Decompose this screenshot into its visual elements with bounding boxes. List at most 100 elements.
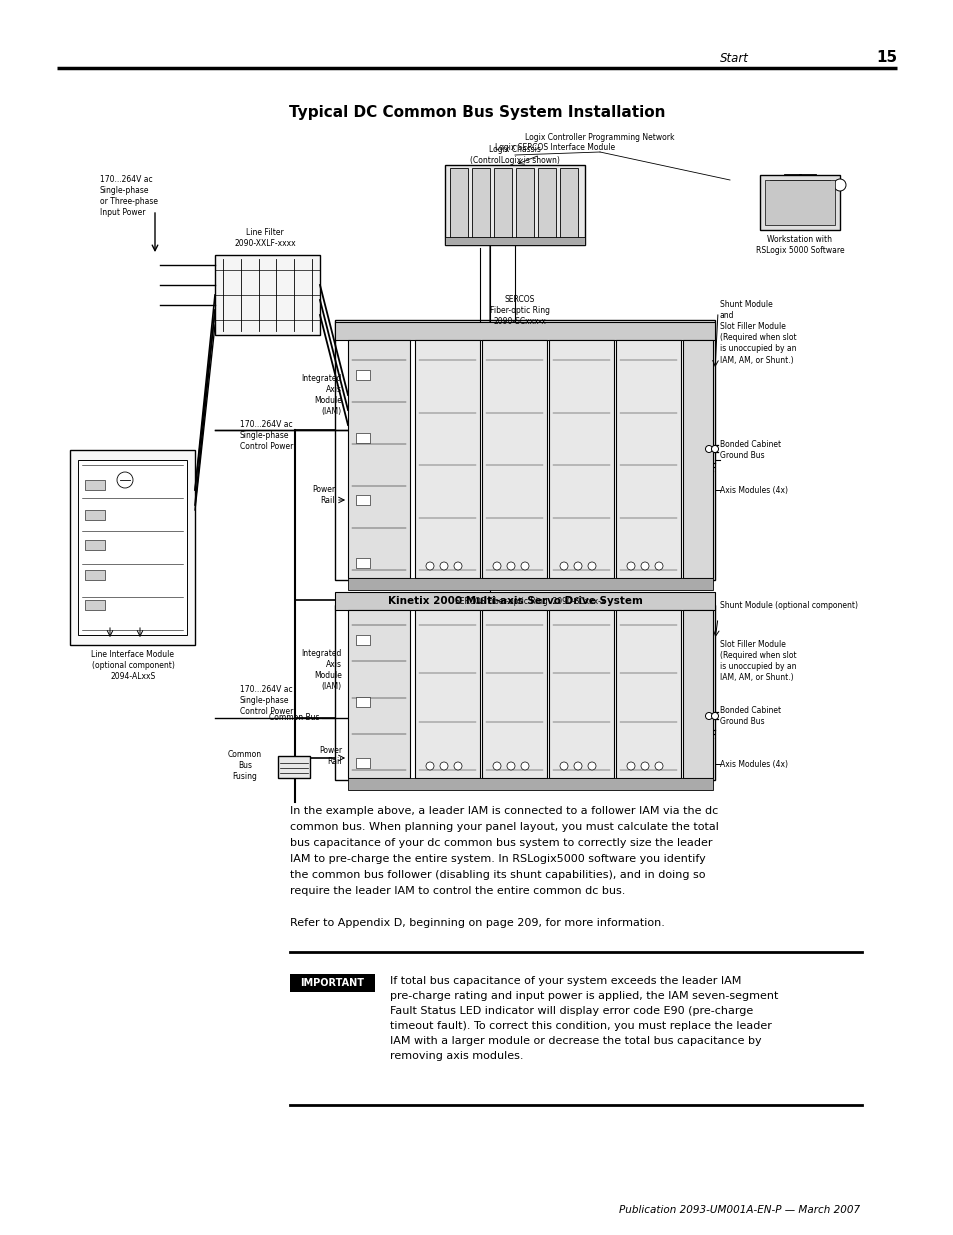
Bar	[472, 168, 490, 242]
Bar	[548, 610, 614, 778]
Text: Slot Filler Module
(Required when slot
is unoccupied by an
IAM, AM, or Shunt.): Slot Filler Module (Required when slot i…	[720, 640, 796, 682]
Text: 170...264V ac
Single-phase
Control Power: 170...264V ac Single-phase Control Power	[240, 420, 294, 451]
Bar	[355, 495, 370, 505]
Bar	[682, 340, 712, 578]
Bar	[214, 254, 319, 335]
Text: SERCOS Fiber-optic Ring  2090-SCxxx-x: SERCOS Fiber-optic Ring 2090-SCxxx-x	[455, 597, 604, 606]
Text: Line Filter
2090-XXLF-xxxx: Line Filter 2090-XXLF-xxxx	[233, 228, 295, 248]
Bar	[277, 756, 310, 778]
Bar	[559, 168, 578, 242]
Bar	[616, 610, 680, 778]
Bar	[355, 758, 370, 768]
Text: Start: Start	[720, 52, 748, 64]
Circle shape	[705, 446, 712, 452]
Bar	[355, 370, 370, 380]
Circle shape	[117, 472, 132, 488]
Text: Refer to Appendix D, beginning on page 209, for more information.: Refer to Appendix D, beginning on page 2…	[290, 918, 664, 927]
Text: Power
Rail: Power Rail	[312, 485, 335, 505]
Circle shape	[454, 762, 461, 769]
Bar	[444, 237, 584, 245]
Bar	[85, 480, 105, 490]
Text: In the example above, a leader IAM is connected to a follower IAM via the dc: In the example above, a leader IAM is co…	[290, 806, 718, 816]
Circle shape	[833, 179, 845, 191]
Bar	[85, 510, 105, 520]
Text: Common Bus: Common Bus	[269, 714, 319, 722]
Text: Fault Status LED indicator will display error code E90 (pre-charge: Fault Status LED indicator will display …	[390, 1007, 753, 1016]
Circle shape	[493, 762, 500, 769]
Text: Line Interface Module
(optional component)
2094-ALxxS: Line Interface Module (optional componen…	[91, 650, 174, 682]
Bar	[537, 168, 556, 242]
Text: Bonded Cabinet
Ground Bus: Bonded Cabinet Ground Bus	[720, 706, 781, 726]
Bar	[290, 974, 375, 992]
Bar	[85, 540, 105, 550]
Bar	[415, 610, 479, 778]
Text: Common
Bus
Fusing: Common Bus Fusing	[228, 750, 262, 782]
Text: Logix SERCOS Interface Module: Logix SERCOS Interface Module	[495, 143, 615, 152]
Bar	[348, 610, 410, 778]
Circle shape	[711, 446, 718, 452]
Text: Bonded Cabinet
Ground Bus: Bonded Cabinet Ground Bus	[720, 440, 781, 461]
Circle shape	[655, 762, 662, 769]
Circle shape	[493, 562, 500, 571]
Circle shape	[626, 562, 635, 571]
Circle shape	[559, 562, 567, 571]
Circle shape	[426, 762, 434, 769]
Text: 170...264V ac
Single-phase
or Three-phase
Input Power: 170...264V ac Single-phase or Three-phas…	[100, 175, 158, 217]
Bar	[682, 610, 712, 778]
Text: Kinetix 2000 Multi-axis Servo Drive System: Kinetix 2000 Multi-axis Servo Drive Syst…	[387, 597, 641, 606]
Bar	[516, 168, 534, 242]
Text: Shunt Module
and
Slot Filler Module
(Required when slot
is unoccupied by an
IAM,: Shunt Module and Slot Filler Module (Req…	[720, 300, 796, 364]
Bar	[481, 340, 546, 578]
FancyBboxPatch shape	[335, 320, 714, 580]
Bar	[760, 175, 840, 230]
Circle shape	[574, 762, 581, 769]
Bar	[450, 168, 468, 242]
FancyBboxPatch shape	[335, 605, 714, 781]
Circle shape	[640, 562, 648, 571]
Bar	[769, 180, 829, 190]
Text: Typical DC Common Bus System Installation: Typical DC Common Bus System Installatio…	[289, 105, 664, 120]
Bar	[85, 600, 105, 610]
Bar	[444, 165, 584, 245]
Text: the common bus follower (disabling its shunt capabilities), and in doing so: the common bus follower (disabling its s…	[290, 869, 705, 881]
Circle shape	[520, 762, 529, 769]
Bar	[355, 697, 370, 706]
Text: pre-charge rating and input power is applied, the IAM seven-segment: pre-charge rating and input power is app…	[390, 990, 778, 1002]
Circle shape	[506, 762, 515, 769]
Text: removing axis modules.: removing axis modules.	[390, 1051, 523, 1061]
Bar	[355, 432, 370, 442]
Bar	[481, 610, 546, 778]
Circle shape	[574, 562, 581, 571]
Bar	[355, 635, 370, 645]
Text: Axis Modules (4x): Axis Modules (4x)	[720, 485, 787, 494]
Bar	[355, 558, 370, 568]
Bar	[616, 340, 680, 578]
Bar	[335, 322, 714, 340]
Circle shape	[559, 762, 567, 769]
Text: SERCOS
Fiber-optic Ring
2090-SCxxx-x: SERCOS Fiber-optic Ring 2090-SCxxx-x	[490, 295, 550, 326]
Circle shape	[439, 762, 448, 769]
Bar	[415, 340, 479, 578]
Bar	[348, 340, 410, 578]
Circle shape	[640, 762, 648, 769]
Bar	[335, 592, 714, 610]
Text: common bus. When planning your panel layout, you must calculate the total: common bus. When planning your panel lay…	[290, 823, 719, 832]
Text: Shunt Module (optional component): Shunt Module (optional component)	[720, 601, 857, 610]
Text: Integrated
Axis
Module
(IAM): Integrated Axis Module (IAM)	[301, 648, 341, 692]
Circle shape	[506, 562, 515, 571]
Circle shape	[454, 562, 461, 571]
Circle shape	[711, 713, 718, 720]
Circle shape	[439, 562, 448, 571]
Text: Power
Rail: Power Rail	[318, 746, 341, 766]
Text: IMPORTANT: IMPORTANT	[300, 978, 364, 988]
Bar	[70, 450, 194, 645]
Circle shape	[520, 562, 529, 571]
Text: require the leader IAM to control the entire common dc bus.: require the leader IAM to control the en…	[290, 885, 625, 897]
Bar	[764, 180, 834, 225]
Bar	[78, 459, 187, 635]
Bar	[494, 168, 512, 242]
Text: Axis Modules (4x): Axis Modules (4x)	[720, 760, 787, 768]
Circle shape	[587, 562, 596, 571]
Circle shape	[587, 762, 596, 769]
Circle shape	[626, 762, 635, 769]
